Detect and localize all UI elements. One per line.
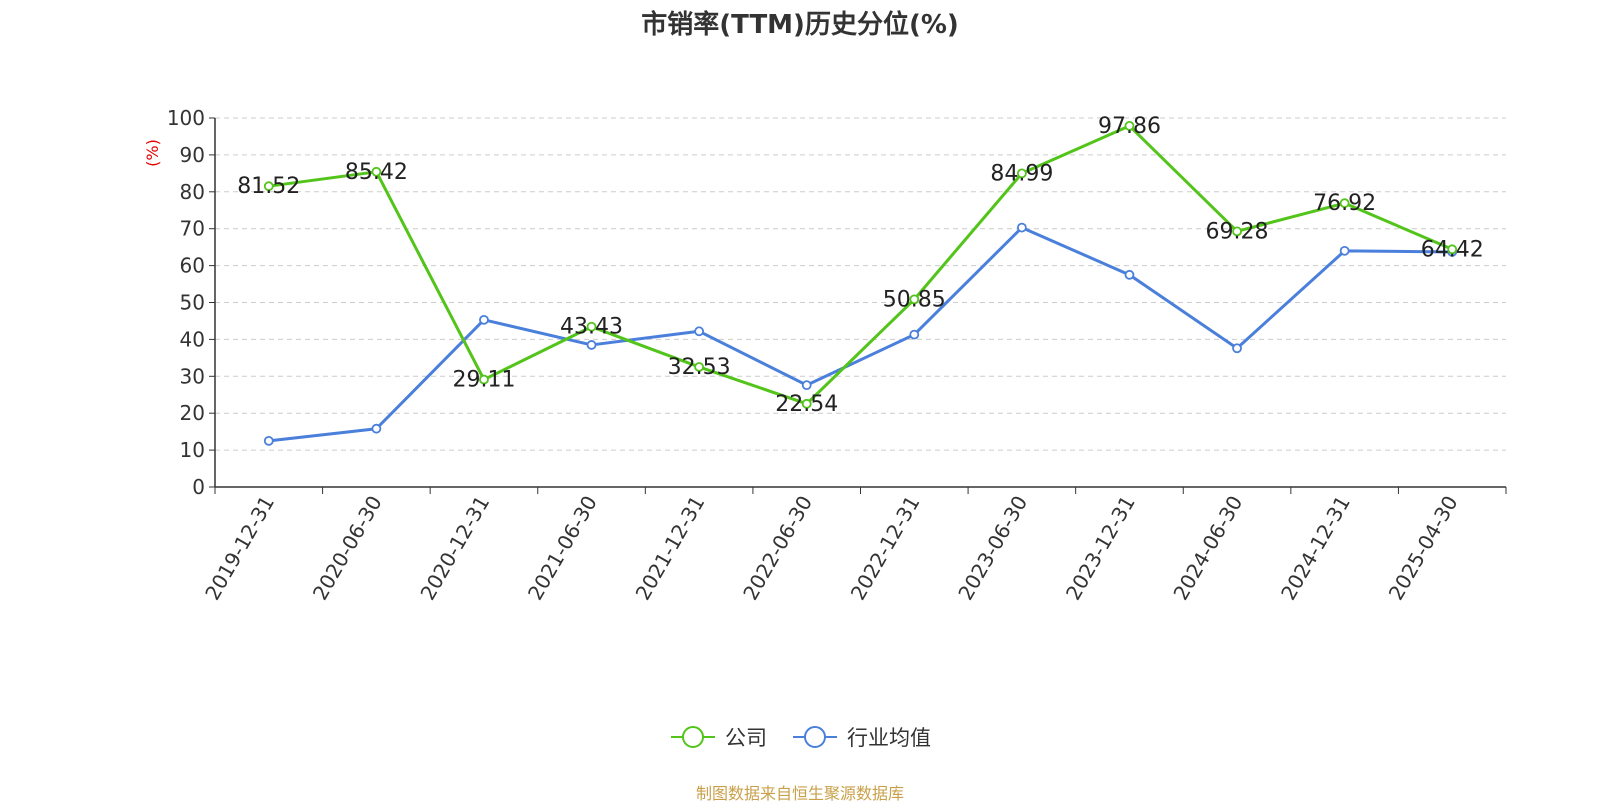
series-line-0 [268,124,1453,406]
legend-circle [682,726,704,748]
x-tick-label: 2023-06-30 [953,492,1032,605]
x-tick-label: 2021-12-31 [631,492,710,605]
data-label: 69.28 [1206,219,1269,244]
y-tick-label: 50 [180,291,205,315]
y-tick-label: 40 [180,327,205,351]
data-point-1 [1016,222,1027,233]
data-point-1 [479,314,489,325]
data-point-0 [1447,244,1458,255]
data-label: 76.92 [1313,191,1376,216]
data-point-0 [1232,226,1242,237]
data-point-0 [1016,168,1027,179]
data-label: 22.54 [775,392,838,417]
x-tick-label: 2019-12-31 [200,492,279,605]
legend-marker-icon [793,726,837,748]
data-point-1 [586,340,597,350]
data-point-0 [371,166,382,177]
data-point-1 [1339,245,1350,256]
legend-item-0[interactable]: 公司 [669,722,767,752]
series-line-1 [268,226,1453,443]
data-point-0 [263,181,274,192]
data-point-1 [909,329,920,340]
data-point-1 [263,435,274,446]
data-label: 32.53 [668,355,731,380]
y-tick-label: 80 [180,180,205,204]
data-label: 85.42 [345,160,408,185]
data-point-0 [694,362,705,372]
legend-circle [804,726,826,748]
legend-label: 公司 [725,726,767,750]
data-label: 97.86 [1098,114,1161,139]
data-label: 64.42 [1421,237,1484,262]
chart-title: 市销率(TTM)历史分位(%) [641,10,959,40]
x-tick-label: 2021-06-30 [523,492,602,605]
data-point-0 [1339,198,1350,209]
y-tick-label: 10 [180,438,205,462]
data-point-0 [479,374,489,385]
y-tick-label: 90 [180,143,205,167]
y-tick-label: 70 [180,217,205,241]
x-tick-label: 2022-12-31 [846,492,925,605]
legend-item-1[interactable]: 行业均值 [791,722,931,752]
y-tick-label: 0 [192,475,205,499]
label-layer: 81.52 85.42 29.11 43.43 32.53 22.54 50.85 84.99… [237,114,1483,417]
data-label: 43.43 [560,315,623,340]
data-label: 29.11 [452,368,515,393]
y-axis-label: (%) [143,139,162,167]
y-tick-label: 20 [180,401,205,425]
grid-layer [215,117,1506,451]
data-label: 50.85 [883,287,946,312]
x-tick-label: 2025-04-30 [1384,492,1463,605]
x-tick-label: 2024-06-30 [1168,492,1247,605]
data-point-1 [1232,343,1242,354]
data-point-0 [586,321,597,332]
legend-marker-icon [671,726,715,748]
x-tick-label: 2020-12-31 [415,492,494,605]
series-layer [263,120,1458,446]
source-note: 制图数据来自恒生聚源数据库 [695,784,904,803]
x-tick-label: 2020-06-30 [308,492,387,605]
y-tick-label: 100 [167,106,205,130]
y-tick-label: 30 [180,364,205,388]
data-point-1 [801,380,812,391]
data-label: 84.99 [990,161,1053,186]
data-label: 81.52 [237,174,300,199]
y-tick-label: 60 [180,254,205,278]
legend-label: 行业均值 [847,726,931,750]
data-point-0 [909,294,920,305]
data-point-0 [1124,120,1135,131]
legend: 公司 行业均值 [0,722,1600,752]
x-tick-label: 2024-12-31 [1276,492,1355,605]
data-point-1 [694,326,705,337]
x-tick-label: 2022-06-30 [738,492,817,605]
data-point-1 [371,423,382,434]
x-tick-label: 2023-12-31 [1061,492,1140,605]
data-point-0 [801,398,812,409]
data-point-1 [1124,269,1135,280]
